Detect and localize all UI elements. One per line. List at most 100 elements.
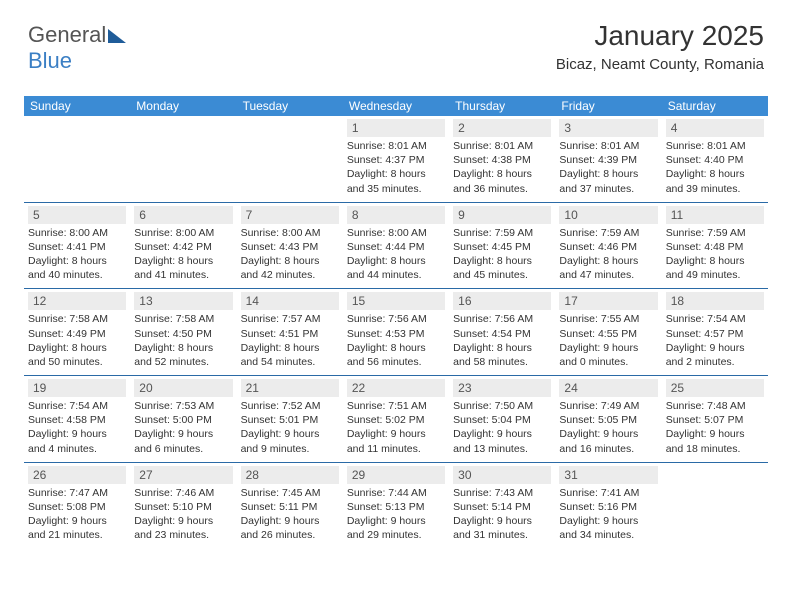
- day-sun-info: Sunrise: 7:55 AMSunset: 4:55 PMDaylight:…: [559, 312, 657, 369]
- day-number: 18: [666, 292, 764, 310]
- day-sun-info: Sunrise: 7:59 AMSunset: 4:45 PMDaylight:…: [453, 226, 551, 283]
- day-cell: [237, 116, 343, 202]
- day-sun-info: Sunrise: 7:59 AMSunset: 4:46 PMDaylight:…: [559, 226, 657, 283]
- day-sun-info: Sunrise: 7:43 AMSunset: 5:14 PMDaylight:…: [453, 486, 551, 543]
- day-number: 30: [453, 466, 551, 484]
- day-cell: 23 Sunrise: 7:50 AMSunset: 5:04 PMDayligh…: [449, 376, 555, 462]
- day-sun-info: Sunrise: 8:00 AMSunset: 4:41 PMDaylight:…: [28, 226, 126, 283]
- day-number: 24: [559, 379, 657, 397]
- week-row: 26Sunrise: 7:47 AMSunset: 5:08 PMDayligh…: [24, 463, 768, 549]
- header-right: January 2025 Bicaz, Neamt County, Romani…: [556, 20, 764, 73]
- day-sun-info: Sunrise: 7:48 AMSunset: 5:07 PMDaylight:…: [666, 399, 764, 456]
- day-sun-info: Sunrise: 8:00 AMSunset: 4:43 PMDaylight:…: [241, 226, 339, 283]
- day-cell: 10 Sunrise: 7:59 AMSunset: 4:46 PMDayligh…: [555, 203, 661, 289]
- day-sun-info: Sunrise: 7:44 AMSunset: 5:13 PMDaylight:…: [347, 486, 445, 543]
- day-number: 25: [666, 379, 764, 397]
- day-sun-info: Sunrise: 7:51 AMSunset: 5:02 PMDaylight:…: [347, 399, 445, 456]
- day-cell: 5Sunrise: 8:00 AMSunset: 4:41 PMDaylight…: [24, 203, 130, 289]
- day-sun-info: Sunrise: 7:50 AMSunset: 5:04 PMDaylight:…: [453, 399, 551, 456]
- day-cell: 17 Sunrise: 7:55 AMSunset: 4:55 PMDayligh…: [555, 289, 661, 375]
- logo-triangle-icon: [108, 29, 126, 43]
- day-number: 27: [134, 466, 232, 484]
- day-cell: 28 Sunrise: 7:45 AMSunset: 5:11 PMDayligh…: [237, 463, 343, 549]
- day-sun-info: Sunrise: 8:01 AMSunset: 4:39 PMDaylight:…: [559, 139, 657, 196]
- day-number: 14: [241, 292, 339, 310]
- day-sun-info: Sunrise: 7:46 AMSunset: 5:10 PMDaylight:…: [134, 486, 232, 543]
- location-text: Bicaz, Neamt County, Romania: [556, 56, 764, 73]
- day-cell: 31Sunrise: 7:41 AMSunset: 5:16 PMDayligh…: [555, 463, 661, 549]
- weekday-header: Sunday: [24, 96, 130, 116]
- day-number: 20: [134, 379, 232, 397]
- weekday-header: Saturday: [662, 96, 768, 116]
- day-cell: 4 Sunrise: 8:01 AMSunset: 4:40 PMDaylight…: [662, 116, 768, 202]
- day-number: 23: [453, 379, 551, 397]
- day-sun-info: Sunrise: 7:58 AMSunset: 4:49 PMDaylight:…: [28, 312, 126, 369]
- logo: General Blue: [28, 22, 126, 74]
- day-sun-info: Sunrise: 7:49 AMSunset: 5:05 PMDaylight:…: [559, 399, 657, 456]
- logo-text-1: General: [28, 22, 106, 47]
- day-number: 17: [559, 292, 657, 310]
- day-cell: [662, 463, 768, 549]
- day-sun-info: Sunrise: 8:01 AMSunset: 4:37 PMDaylight:…: [347, 139, 445, 196]
- day-cell: 19 Sunrise: 7:54 AMSunset: 4:58 PMDayligh…: [24, 376, 130, 462]
- day-number: 2: [453, 119, 551, 137]
- day-number: 12: [28, 292, 126, 310]
- day-sun-info: Sunrise: 8:00 AMSunset: 4:42 PMDaylight:…: [134, 226, 232, 283]
- week-row: 12 Sunrise: 7:58 AMSunset: 4:49 PMDayligh…: [24, 289, 768, 376]
- day-cell: 18 Sunrise: 7:54 AMSunset: 4:57 PMDayligh…: [662, 289, 768, 375]
- day-sun-info: Sunrise: 7:54 AMSunset: 4:57 PMDaylight:…: [666, 312, 764, 369]
- logo-text-2: Blue: [28, 48, 72, 73]
- day-number: 16: [453, 292, 551, 310]
- day-sun-info: Sunrise: 7:59 AMSunset: 4:48 PMDaylight:…: [666, 226, 764, 283]
- weekday-header: Friday: [555, 96, 661, 116]
- day-number: 28: [241, 466, 339, 484]
- day-cell: [130, 116, 236, 202]
- day-cell: 7Sunrise: 8:00 AMSunset: 4:43 PMDaylight…: [237, 203, 343, 289]
- day-number: 4: [666, 119, 764, 137]
- day-number: 1: [347, 119, 445, 137]
- day-sun-info: Sunrise: 7:57 AMSunset: 4:51 PMDaylight:…: [241, 312, 339, 369]
- day-sun-info: Sunrise: 8:01 AMSunset: 4:40 PMDaylight:…: [666, 139, 764, 196]
- day-cell: [24, 116, 130, 202]
- week-row: 5Sunrise: 8:00 AMSunset: 4:41 PMDaylight…: [24, 203, 768, 290]
- day-cell: 25 Sunrise: 7:48 AMSunset: 5:07 PMDayligh…: [662, 376, 768, 462]
- day-cell: 9 Sunrise: 7:59 AMSunset: 4:45 PMDaylight…: [449, 203, 555, 289]
- day-cell: 16 Sunrise: 7:56 AMSunset: 4:54 PMDayligh…: [449, 289, 555, 375]
- weekday-header: Tuesday: [237, 96, 343, 116]
- day-cell: 8Sunrise: 8:00 AMSunset: 4:44 PMDaylight…: [343, 203, 449, 289]
- day-number: 11: [666, 206, 764, 224]
- day-cell: 12 Sunrise: 7:58 AMSunset: 4:49 PMDayligh…: [24, 289, 130, 375]
- day-number: 9: [453, 206, 551, 224]
- month-title: January 2025: [556, 20, 764, 52]
- day-sun-info: Sunrise: 7:58 AMSunset: 4:50 PMDaylight:…: [134, 312, 232, 369]
- day-sun-info: Sunrise: 7:53 AMSunset: 5:00 PMDaylight:…: [134, 399, 232, 456]
- day-number: 29: [347, 466, 445, 484]
- day-sun-info: Sunrise: 8:01 AMSunset: 4:38 PMDaylight:…: [453, 139, 551, 196]
- day-cell: 15Sunrise: 7:56 AMSunset: 4:53 PMDayligh…: [343, 289, 449, 375]
- day-sun-info: Sunrise: 7:45 AMSunset: 5:11 PMDaylight:…: [241, 486, 339, 543]
- day-cell: 3 Sunrise: 8:01 AMSunset: 4:39 PMDaylight…: [555, 116, 661, 202]
- day-cell: 6 Sunrise: 8:00 AMSunset: 4:42 PMDaylight…: [130, 203, 236, 289]
- day-cell: 14 Sunrise: 7:57 AMSunset: 4:51 PMDayligh…: [237, 289, 343, 375]
- day-number: 3: [559, 119, 657, 137]
- day-sun-info: Sunrise: 7:54 AMSunset: 4:58 PMDaylight:…: [28, 399, 126, 456]
- day-sun-info: Sunrise: 7:41 AMSunset: 5:16 PMDaylight:…: [559, 486, 657, 543]
- day-sun-info: Sunrise: 7:56 AMSunset: 4:54 PMDaylight:…: [453, 312, 551, 369]
- day-cell: 13 Sunrise: 7:58 AMSunset: 4:50 PMDayligh…: [130, 289, 236, 375]
- day-number: 19: [28, 379, 126, 397]
- day-number: 22: [347, 379, 445, 397]
- day-cell: 1 Sunrise: 8:01 AMSunset: 4:37 PMDaylight…: [343, 116, 449, 202]
- week-row: 19 Sunrise: 7:54 AMSunset: 4:58 PMDayligh…: [24, 376, 768, 463]
- day-cell: 21Sunrise: 7:52 AMSunset: 5:01 PMDayligh…: [237, 376, 343, 462]
- day-cell: 26Sunrise: 7:47 AMSunset: 5:08 PMDayligh…: [24, 463, 130, 549]
- day-cell: 20 Sunrise: 7:53 AMSunset: 5:00 PMDayligh…: [130, 376, 236, 462]
- day-number: 15: [347, 292, 445, 310]
- weekday-header: Monday: [130, 96, 236, 116]
- day-number: 13: [134, 292, 232, 310]
- weekday-header: Thursday: [449, 96, 555, 116]
- day-sun-info: Sunrise: 8:00 AMSunset: 4:44 PMDaylight:…: [347, 226, 445, 283]
- day-cell: 11 Sunrise: 7:59 AMSunset: 4:48 PMDayligh…: [662, 203, 768, 289]
- day-number: 10: [559, 206, 657, 224]
- day-number: 6: [134, 206, 232, 224]
- day-cell: 29 Sunrise: 7:44 AMSunset: 5:13 PMDayligh…: [343, 463, 449, 549]
